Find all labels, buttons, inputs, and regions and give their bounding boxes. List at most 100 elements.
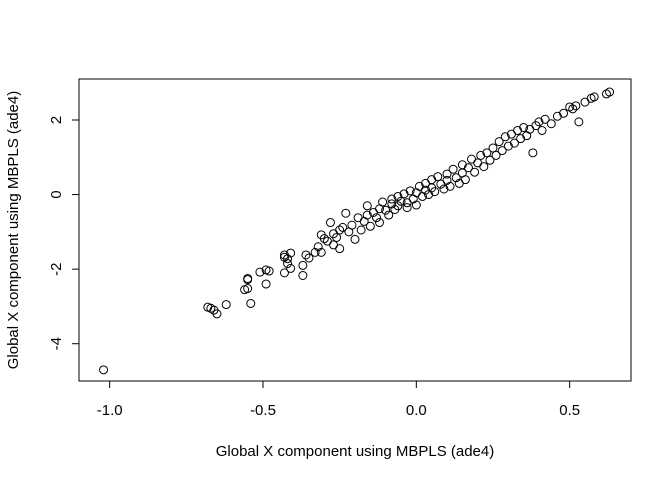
data-point [497,146,507,156]
data-point [460,175,470,185]
data-point [509,138,519,148]
data-point [371,213,381,223]
data-point [488,143,498,153]
data-point [221,300,231,310]
x-tick-label: -1.0 [97,402,123,419]
data-point [356,225,366,235]
data-point [503,141,513,151]
y-tick-label: 2 [48,116,65,124]
data-point [319,234,329,244]
x-axis: -1.0 -0.5 0.0 0.5 [97,380,580,419]
data-point [445,181,455,191]
data-point [313,242,323,252]
data-point [304,253,314,263]
data-point [537,125,547,135]
data-point [439,184,449,194]
data-point [332,232,342,242]
x-axis-title: Global X component using MBPLS (ade4) [216,443,495,460]
data-point [246,298,256,308]
data-point [513,125,523,135]
y-tick-label: -2 [48,262,65,275]
data-point [516,134,526,144]
data-point [341,208,351,218]
x-tick-label: 0.0 [406,402,427,419]
data-point [335,244,345,254]
data-point [335,225,345,235]
data-point [381,205,391,215]
data-point [500,132,510,142]
data-point [375,218,385,228]
data-point [384,210,394,220]
data-point [393,201,403,211]
data-point [473,158,483,168]
data-point [482,148,492,158]
data-point [467,154,477,164]
data-point [316,247,326,257]
data-point [396,196,406,206]
x-tick-label: 0.5 [559,402,580,419]
data-point [559,108,569,118]
data-points [99,87,615,375]
data-point [580,97,590,107]
data-point [243,275,253,285]
data-point [310,247,320,257]
data-point [589,92,599,102]
data-point [519,122,529,132]
data-point [350,234,360,244]
y-axis: -4 -2 0 2 [48,116,80,350]
data-point [378,197,388,207]
data-point [298,270,308,280]
data-point [243,284,253,294]
data-point [255,267,265,277]
data-point [568,104,578,114]
data-point [325,218,335,228]
data-point [99,365,109,375]
data-point [574,117,584,127]
data-point [264,266,274,276]
data-point [338,222,348,232]
data-point [476,150,486,160]
data-point [491,150,501,160]
data-point [286,263,296,273]
data-point [448,164,458,174]
data-point [463,163,473,173]
data-point [279,268,289,278]
data-point [485,155,495,165]
data-point [405,186,415,196]
data-point [283,259,293,269]
data-point [451,173,461,183]
data-point [433,172,443,182]
data-point [353,213,363,223]
data-point [301,250,311,260]
data-point [430,187,440,197]
data-point [421,185,431,195]
data-point [298,260,308,270]
data-point [393,191,403,201]
data-point [494,137,504,147]
data-point [329,240,339,250]
data-point [387,199,397,209]
data-point [571,101,581,111]
data-point [261,279,271,289]
data-point [212,309,222,319]
data-point [552,111,562,121]
data-point [362,201,372,211]
data-point [365,221,375,231]
data-point [399,189,409,199]
x-tick-label: -0.5 [250,402,276,419]
y-tick-label: 0 [48,190,65,198]
y-axis-title: Global X component using MBPLS (ade4) [5,91,22,370]
data-point [528,148,538,158]
data-point [540,114,550,124]
plot-frame [78,78,632,382]
data-point [442,169,452,179]
data-point [470,167,480,177]
data-point [534,117,544,127]
data-point [286,248,296,258]
y-tick-label: -4 [48,337,65,350]
data-point [605,87,615,97]
data-point [402,203,412,213]
data-point [362,210,372,220]
data-point [411,200,421,210]
